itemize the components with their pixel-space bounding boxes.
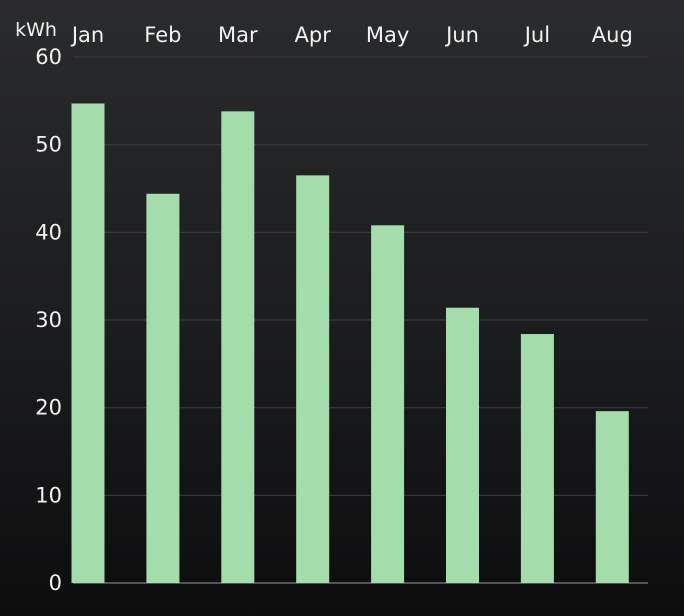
x-tick-label-jul: Jul [523, 23, 550, 47]
y-tick-label: 60 [35, 45, 62, 69]
y-axis-ticks: 0 10 20 30 40 50 60 [35, 45, 62, 595]
x-tick-label-jun: Jun [444, 23, 479, 47]
x-tick-label-may: May [366, 23, 409, 47]
bar-feb [146, 193, 180, 583]
bar-jun [446, 307, 479, 583]
bar-apr [296, 175, 330, 583]
y-tick-label: 40 [35, 220, 62, 244]
x-tick-label-apr: Apr [295, 23, 332, 47]
y-tick-label: 0 [49, 571, 62, 595]
bar-may [371, 225, 405, 583]
bar-aug [595, 411, 629, 583]
bar-jan [71, 103, 105, 584]
y-tick-label: 20 [35, 396, 62, 420]
y-axis-unit-label: kWh [15, 19, 57, 41]
bars [71, 103, 629, 584]
x-axis-ticks: Jan Feb Mar Apr May Jun Jul Aug [70, 23, 633, 47]
y-tick-label: 10 [35, 483, 62, 507]
x-tick-label-aug: Aug [592, 23, 633, 47]
x-tick-label-mar: Mar [218, 23, 258, 47]
bar-jul [520, 334, 554, 583]
x-tick-label-feb: Feb [144, 23, 181, 47]
x-tick-label-jan: Jan [70, 23, 104, 47]
bar-mar [221, 111, 255, 583]
y-tick-label: 50 [35, 133, 62, 157]
y-tick-label: 30 [35, 308, 62, 332]
